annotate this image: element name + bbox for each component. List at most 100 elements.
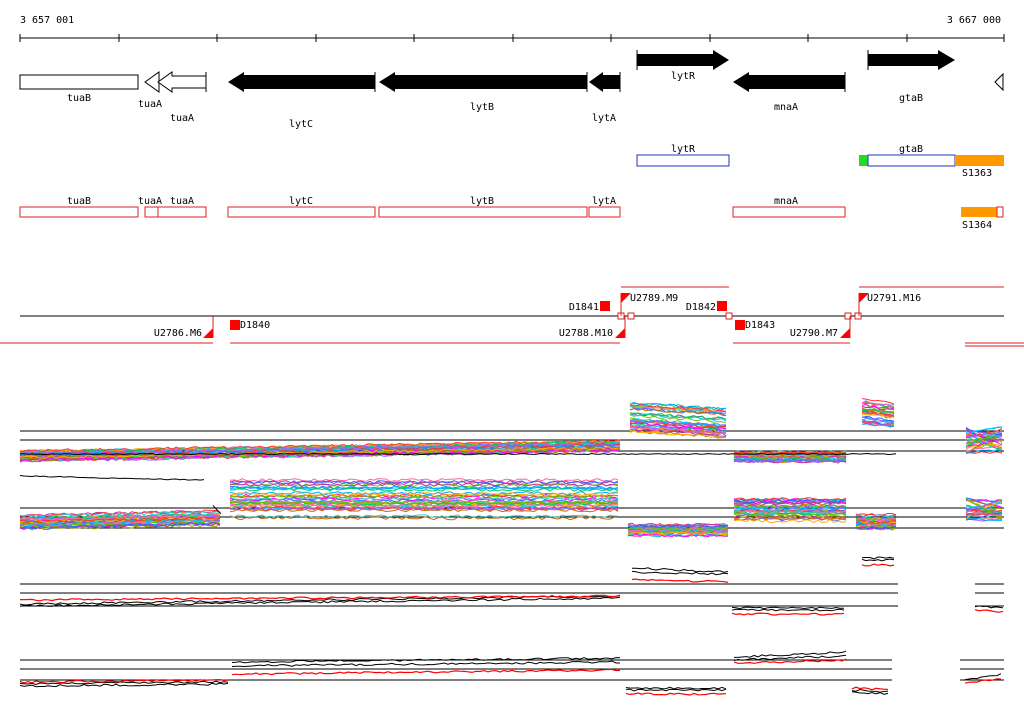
gene-tuaa-1[interactable]: [144, 71, 160, 93]
gene-label-lyta: lytA: [592, 113, 616, 124]
gene-gtab[interactable]: [868, 50, 955, 70]
profile-line: [965, 426, 1003, 434]
gene-lytb[interactable]: [379, 72, 587, 92]
gene-track: tuaB tuaA tuaA lytC lytB lytA lytR mnaA …: [19, 50, 1004, 130]
profile-line: [19, 452, 897, 456]
gene-tuab[interactable]: [19, 74, 139, 90]
transcript-gtab-green-start[interactable]: [859, 155, 868, 166]
profile-line: [965, 512, 1003, 521]
annotation-label-tuab: tuaB: [67, 196, 91, 207]
transcript-gtab[interactable]: [867, 154, 956, 167]
annotation-track: tuaB tuaA tuaA lytC lytB lytA mnaA: [19, 196, 846, 218]
annotation-tuaa-2[interactable]: [157, 206, 207, 218]
expression-summary-track-2: [19, 650, 1004, 696]
profile-line: [965, 431, 1003, 439]
profile-line: [965, 439, 1003, 444]
feature-label-s1363: S1363: [962, 168, 992, 179]
profile-line: [965, 517, 1003, 521]
gene-lyta[interactable]: [589, 72, 620, 92]
profile-line: [19, 405, 895, 462]
profile-line: [19, 480, 897, 530]
profile-line: [19, 496, 897, 528]
profile-line: [19, 658, 889, 696]
profile-line: [964, 673, 1002, 681]
annotation-label-lytb: lytB: [470, 196, 494, 207]
feature-label-d1842: D1842: [686, 302, 716, 313]
feature-label-u2789-m9: U2789.M9: [630, 293, 678, 304]
annotation-label-lyta: lytA: [592, 196, 616, 207]
feature-d1843[interactable]: [735, 320, 745, 330]
feature-u2790-m7[interactable]: [840, 328, 850, 338]
transcript-lytr[interactable]: [636, 154, 730, 167]
summary-lines-1: [19, 556, 1004, 616]
gene-lytc[interactable]: [228, 72, 375, 92]
annotation-label-tuaa-2: tuaA: [170, 196, 194, 207]
gene-lytr[interactable]: [637, 50, 729, 70]
profile-line: [965, 499, 1003, 503]
feature-label-u2790-m7: U2790.M7: [790, 328, 838, 339]
profile-line: [965, 499, 1003, 520]
profile-line: [965, 509, 1003, 513]
gene-label-lytr: lytR: [671, 71, 696, 82]
feature-label-u2791-m16: U2791.M16: [867, 293, 921, 304]
feature-u2788-m10[interactable]: [615, 328, 625, 338]
transcript-label-lytr: lytR: [671, 144, 696, 155]
feature-u2791-m16[interactable]: [859, 293, 869, 303]
profile-line: [19, 408, 895, 460]
feature-s1364[interactable]: [961, 207, 997, 217]
annotation-lytc[interactable]: [227, 206, 376, 218]
feature-s1363[interactable]: [955, 155, 1004, 166]
summary-lines-2: [19, 650, 1002, 696]
expression-summary-track-1: [19, 556, 1004, 616]
feature-d1840[interactable]: [230, 320, 240, 330]
annotation-label-mnaa: mnaA: [774, 196, 798, 207]
profile-line: [19, 563, 895, 616]
annotation-lytb[interactable]: [378, 206, 588, 218]
profile-line: [965, 437, 1003, 451]
regulatory-feature-track: D1841 U2789.M9 D1842 U2791.M16 U2786.M6 …: [0, 286, 1024, 347]
feature-u2789-m9[interactable]: [621, 293, 631, 303]
gene-tuaa-2[interactable]: [157, 71, 207, 93]
profile-line: [965, 430, 1003, 446]
ruler-end-label: 3 667 000: [947, 15, 1001, 26]
annotation-lyta[interactable]: [588, 206, 621, 218]
feature-label-u2786-m6: U2786.M6: [154, 328, 202, 339]
annotation-tuab[interactable]: [19, 206, 139, 218]
profile-line: [966, 442, 1003, 448]
feature-label-d1840: D1840: [240, 320, 270, 331]
profile-line: [965, 434, 1003, 441]
gene-mnaa[interactable]: [733, 72, 845, 92]
ruler-start-label: 3 657 001: [20, 15, 74, 26]
profile-line: [965, 450, 1003, 454]
profile-line: [19, 556, 895, 610]
profile-line: [19, 485, 897, 538]
gene-label-tuaa-1: tuaA: [138, 99, 162, 110]
profile-line: [965, 510, 1003, 517]
profile-line: [964, 678, 1002, 684]
profile-line: [19, 398, 895, 459]
profile-line: [20, 480, 897, 530]
profile-line: [19, 500, 897, 531]
feature-label-s1364: S1364: [962, 220, 992, 231]
profile-line: [19, 408, 895, 461]
gene-partial-right[interactable]: [994, 72, 1004, 92]
annotation-tuaa-1[interactable]: [144, 206, 159, 218]
gene-label-tuaa-2: tuaA: [170, 113, 194, 124]
profile-line: [19, 650, 889, 693]
profile-line: [974, 609, 1004, 613]
profile-line: [965, 429, 1003, 436]
annotation-mnaa[interactable]: [732, 206, 846, 218]
ruler-ticks: [19, 34, 1005, 42]
profile-line: [19, 419, 895, 457]
feature-d1842[interactable]: [717, 301, 727, 311]
profile-line: [19, 654, 889, 695]
profile-line: [965, 498, 1003, 512]
transcript-track: lytR gtaB S1363 S1364: [636, 144, 1004, 231]
transcript-label-gtab: gtaB: [899, 144, 923, 155]
gene-label-mnaa: mnaA: [774, 102, 798, 113]
profile-line: [965, 444, 1003, 452]
feature-label-u2788-m10: U2788.M10: [559, 328, 613, 339]
feature-d1841[interactable]: [600, 301, 610, 311]
feature-u2786-m6[interactable]: [203, 328, 213, 338]
